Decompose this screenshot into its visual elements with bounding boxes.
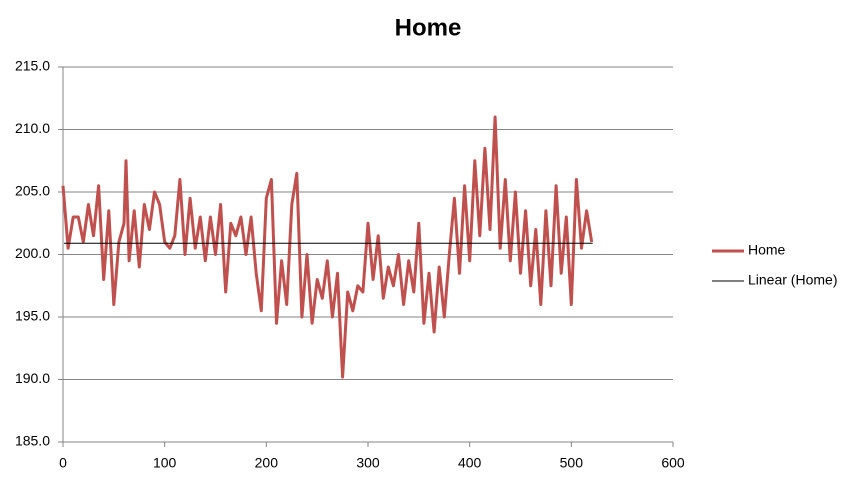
- x-tick-label: 500: [560, 455, 584, 471]
- x-tick-label: 0: [59, 455, 67, 471]
- y-tick-label: 215.0: [15, 58, 50, 74]
- x-tick-label: 600: [661, 455, 685, 471]
- x-tick-label: 400: [458, 455, 482, 471]
- y-tick-label: 200.0: [15, 245, 50, 261]
- data-line: [61, 115, 594, 379]
- y-tick-label: 195.0: [15, 308, 50, 324]
- x-tick-label: 200: [255, 455, 279, 471]
- legend-label: Linear (Home): [748, 272, 837, 288]
- y-tick-label: 210.0: [15, 120, 50, 136]
- x-tick-label: 100: [153, 455, 177, 471]
- y-tick-label: 205.0: [15, 183, 50, 199]
- y-tick-label: 190.0: [15, 370, 50, 386]
- y-tick-label: 185.0: [15, 433, 50, 449]
- chart-title: Home: [395, 14, 462, 41]
- x-tick-label: 300: [356, 455, 380, 471]
- legend-label: Home: [748, 242, 786, 258]
